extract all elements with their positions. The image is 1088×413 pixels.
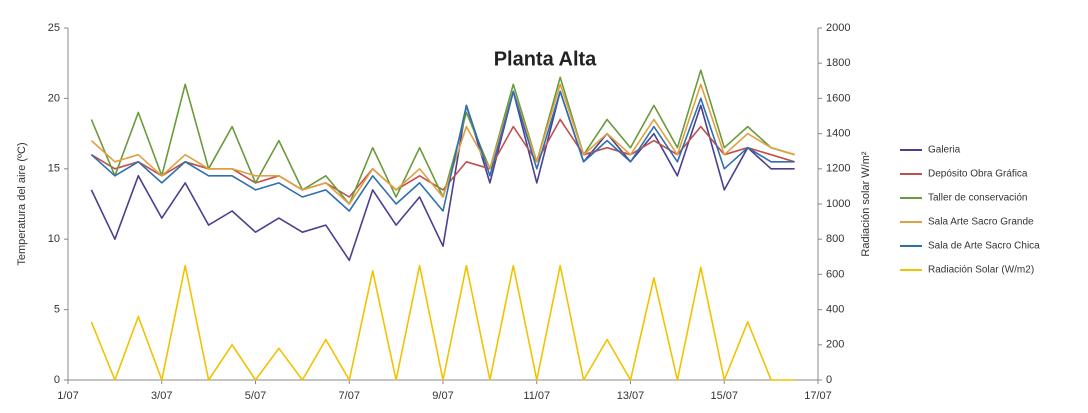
legend-label: Radiación Solar (W/m2) (928, 265, 1034, 276)
y2-tick-label: 200 (826, 339, 844, 351)
x-tick-label: 17/07 (804, 390, 832, 402)
y-tick-label: 15 (48, 163, 60, 175)
x-tick-label: 15/07 (710, 390, 738, 402)
y-tick-label: 25 (48, 22, 60, 34)
y-tick-label: 5 (54, 304, 60, 316)
series-line (90, 83, 795, 205)
y2-tick-label: 600 (826, 268, 844, 280)
y2-tick-label: 1000 (826, 198, 850, 210)
series-line (90, 90, 795, 212)
y2-tick-label: 800 (826, 233, 844, 245)
x-tick-label: 1/07 (57, 390, 78, 402)
y2-tick-label: 2000 (826, 22, 850, 34)
y2-axis-label: Radiación solar W/m² (860, 151, 872, 256)
y2-tick-label: 1800 (826, 57, 850, 69)
series-line (90, 90, 795, 262)
y-tick-label: 20 (48, 92, 60, 104)
y-tick-label: 0 (54, 374, 60, 386)
y2-tick-label: 1600 (826, 92, 850, 104)
series-line (90, 264, 795, 381)
x-tick-label: 7/07 (339, 390, 360, 402)
chart-title: Planta Alta (494, 48, 597, 70)
x-tick-label: 3/07 (151, 390, 172, 402)
x-tick-label: 9/07 (432, 390, 453, 402)
x-tick-label: 13/07 (617, 390, 645, 402)
legend-label: Taller de conservación (928, 193, 1028, 204)
x-tick-label: 11/07 (523, 390, 550, 402)
y2-tick-label: 0 (826, 374, 832, 386)
x-tick-label: 5/07 (245, 390, 266, 402)
series-line (90, 69, 795, 205)
legend-label: Galeria (928, 145, 961, 156)
y2-tick-label: 1200 (826, 163, 850, 175)
legend-label: Sala Arte Sacro Grande (928, 217, 1034, 228)
y-tick-label: 10 (48, 233, 60, 245)
y-axis-label: Temperatura del aire (ºC) (16, 142, 28, 265)
legend-label: Sala de Arte Sacro Chica (928, 241, 1040, 252)
y2-tick-label: 400 (826, 304, 844, 316)
y2-tick-label: 1400 (826, 128, 850, 140)
legend-label: Depósito Obra Gráfica (928, 169, 1028, 180)
